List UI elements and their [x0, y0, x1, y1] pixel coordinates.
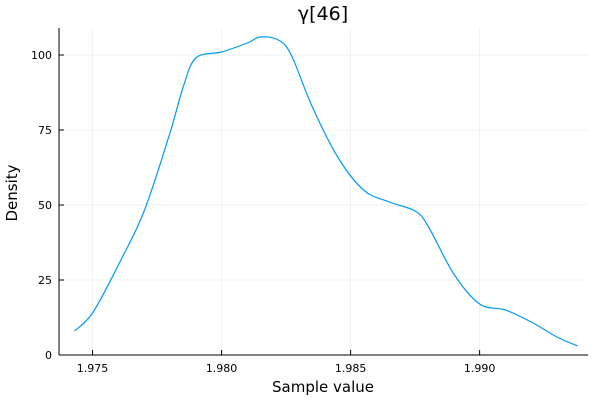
y-tick-label: 75 — [38, 124, 52, 137]
x-tick-label: 1.980 — [206, 362, 238, 375]
x-tick-label: 1.975 — [77, 362, 109, 375]
x-tick-label: 1.985 — [335, 362, 367, 375]
y-tick-label: 50 — [38, 199, 52, 212]
y-tick-label: 0 — [45, 349, 52, 362]
x-tick-label: 1.990 — [464, 362, 496, 375]
y-tick-label: 25 — [38, 274, 52, 287]
axes — [58, 28, 588, 356]
chart-title: γ[46] — [298, 3, 348, 25]
tick-marks: 1.975 1.980 1.985 1.990 0 25 50 75 100 — [31, 49, 495, 375]
grid-lines — [59, 28, 588, 356]
x-axis-label: Sample value — [272, 378, 374, 396]
density-line — [74, 36, 578, 347]
y-axis-label: Density — [3, 164, 21, 221]
series-group — [74, 36, 578, 347]
y-tick-label: 100 — [31, 49, 52, 62]
